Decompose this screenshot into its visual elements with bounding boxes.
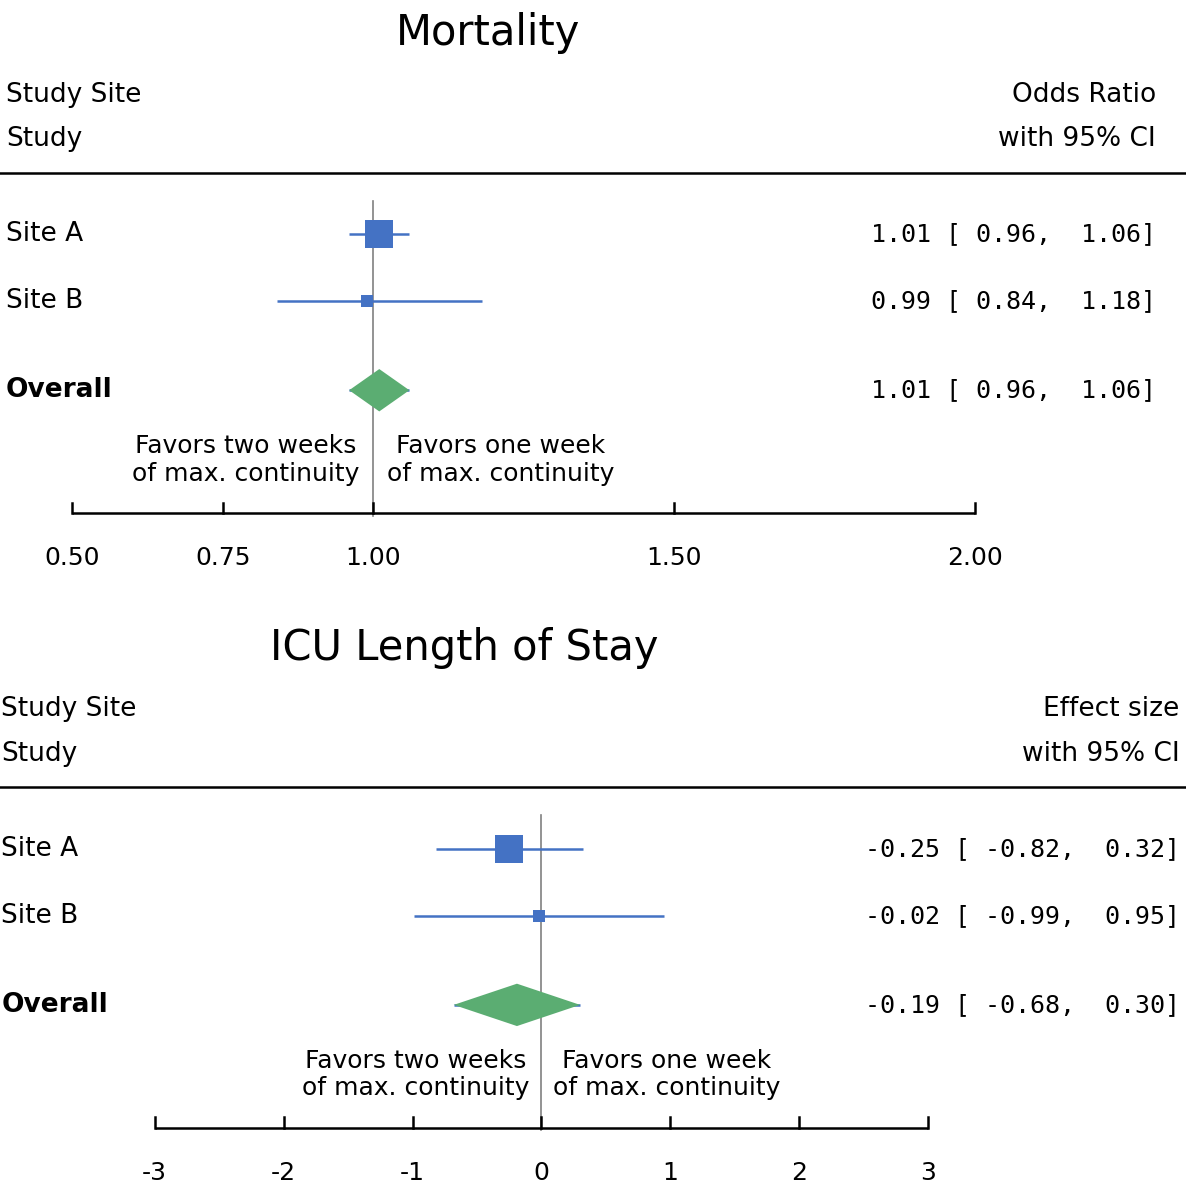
Text: Favors two weeks
of max. continuity: Favors two weeks of max. continuity: [302, 1049, 530, 1100]
Text: 1.50: 1.50: [646, 546, 702, 570]
Text: 2.00: 2.00: [948, 546, 1003, 570]
Text: 0.75: 0.75: [195, 546, 250, 570]
Text: Site A: Site A: [1, 835, 78, 862]
Text: with 95% CI: with 95% CI: [999, 126, 1156, 152]
Text: 1: 1: [663, 1160, 678, 1184]
Text: Site B: Site B: [6, 288, 83, 314]
Text: Site A: Site A: [6, 221, 83, 247]
Text: -0.19 [ -0.68,  0.30]: -0.19 [ -0.68, 0.30]: [865, 992, 1180, 1016]
Text: Overall: Overall: [6, 377, 113, 403]
Text: 1.01 [ 0.96,  1.06]: 1.01 [ 0.96, 1.06]: [871, 222, 1156, 246]
Text: -1: -1: [400, 1160, 425, 1184]
Text: Favors one week
of max. continuity: Favors one week of max. continuity: [553, 1049, 780, 1100]
Text: Site B: Site B: [1, 902, 78, 929]
Text: Study: Study: [1, 742, 77, 767]
Text: Favors two weeks
of max. continuity: Favors two weeks of max. continuity: [133, 434, 359, 486]
Text: Study Site: Study Site: [1, 696, 136, 722]
Polygon shape: [349, 370, 409, 412]
Text: 1.01 [ 0.96,  1.06]: 1.01 [ 0.96, 1.06]: [871, 378, 1156, 402]
Text: 0: 0: [534, 1160, 549, 1184]
Text: -0.02 [ -0.99,  0.95]: -0.02 [ -0.99, 0.95]: [865, 904, 1180, 928]
Text: 0.50: 0.50: [45, 546, 100, 570]
Text: 3: 3: [920, 1160, 936, 1184]
Text: with 95% CI: with 95% CI: [1022, 742, 1180, 767]
Text: Study: Study: [6, 126, 82, 152]
Text: Effect size: Effect size: [1044, 696, 1180, 722]
Text: -0.25 [ -0.82,  0.32]: -0.25 [ -0.82, 0.32]: [865, 836, 1180, 860]
Text: -2: -2: [272, 1160, 296, 1184]
Text: -3: -3: [142, 1160, 167, 1184]
Polygon shape: [454, 984, 580, 1026]
Text: 1.00: 1.00: [345, 546, 401, 570]
Text: 2: 2: [791, 1160, 808, 1184]
Text: ICU Length of Stay: ICU Length of Stay: [270, 628, 658, 670]
Text: Overall: Overall: [1, 992, 108, 1018]
Text: Mortality: Mortality: [395, 12, 580, 54]
Text: 0.99 [ 0.84,  1.18]: 0.99 [ 0.84, 1.18]: [871, 289, 1156, 313]
Text: Favors one week
of max. continuity: Favors one week of max. continuity: [387, 434, 614, 486]
Text: Odds Ratio: Odds Ratio: [1012, 82, 1156, 108]
Text: Study Site: Study Site: [6, 82, 141, 108]
